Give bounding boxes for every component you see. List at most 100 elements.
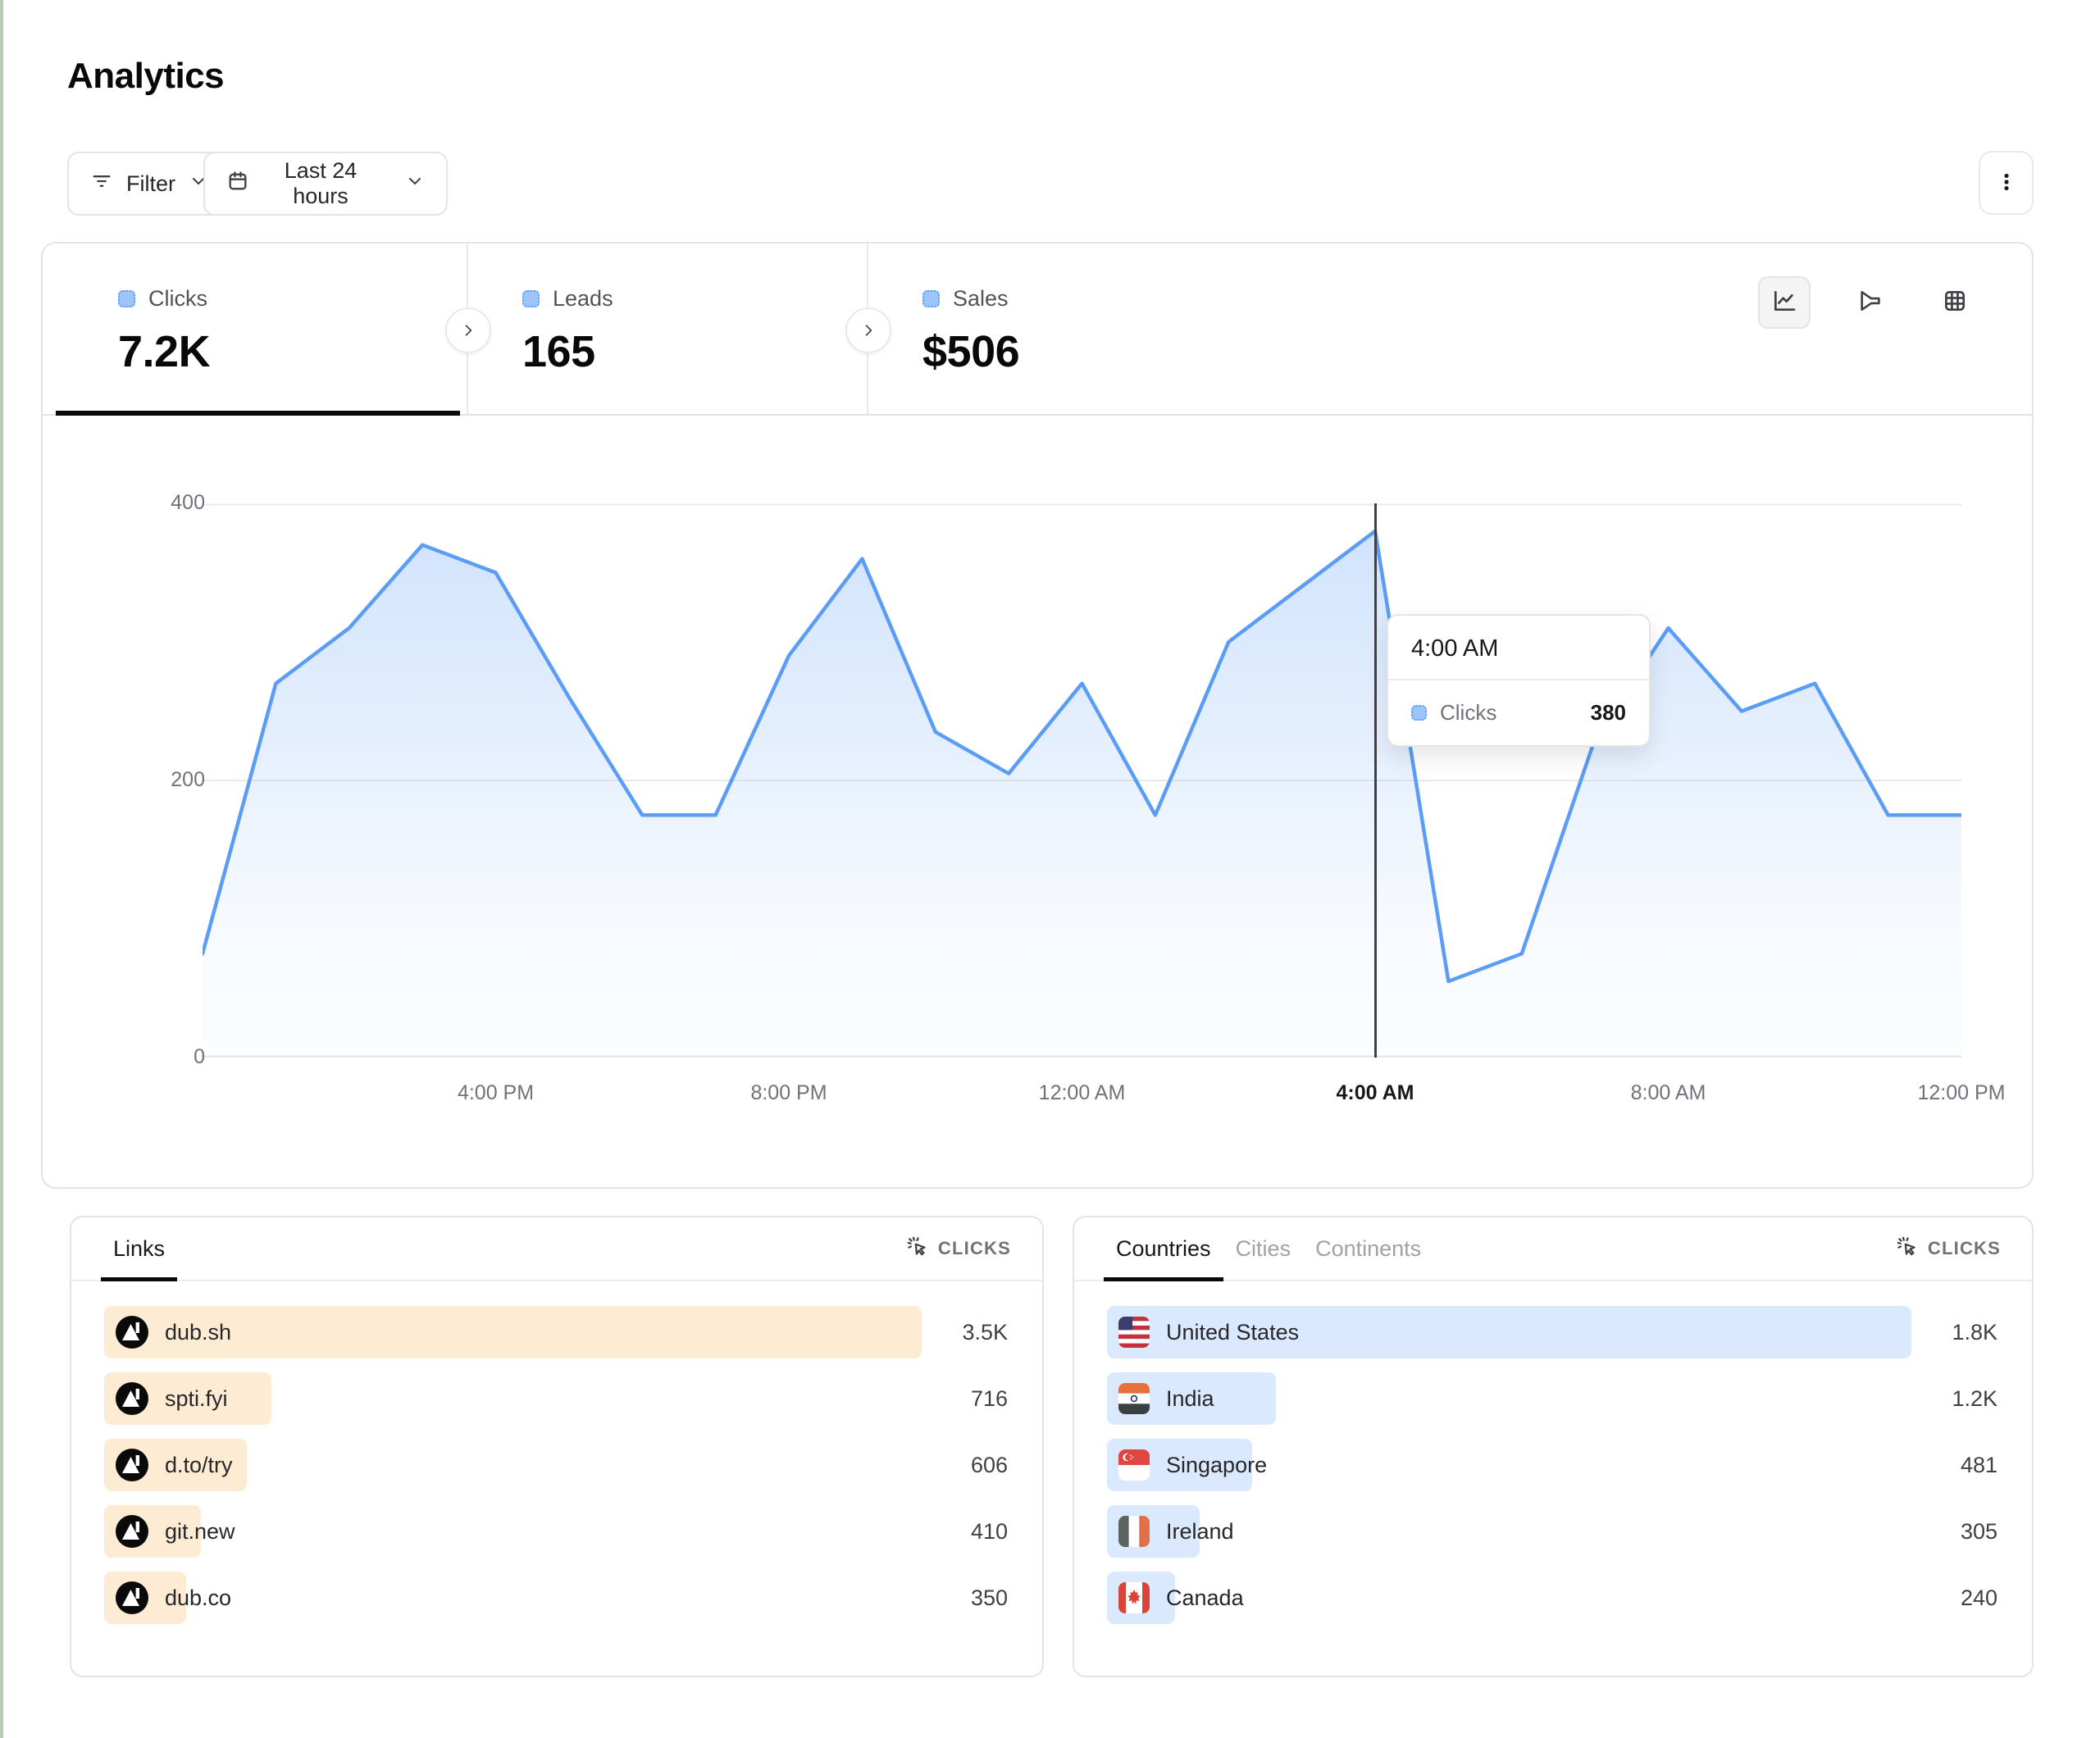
filter-icon [90, 170, 113, 198]
dub-logo-icon [116, 1515, 148, 1548]
link-clicks-value: 606 [970, 1452, 1008, 1477]
clicks-legend-chip [118, 290, 135, 307]
dub-logo-icon [116, 1316, 148, 1349]
tooltip-time: 4:00 AM [1411, 635, 1499, 662]
chevron-down-icon [189, 171, 208, 197]
dub-logo-icon [116, 1581, 148, 1614]
link-row[interactable]: dub.sh 3.5K [104, 1306, 1008, 1358]
links-list: dub.sh 3.5K spti.fyi 716 d.to/try 606 gi… [71, 1281, 1042, 1624]
country-clicks-value: 1.2K [1952, 1385, 1998, 1411]
sales-value: $506 [922, 327, 1020, 376]
links-panel: Links CLICKS dub.sh 3.5K spti.fyi 716 [70, 1216, 1044, 1677]
tooltip-value: 380 [1590, 700, 1626, 725]
calendar-icon [226, 170, 249, 198]
clicks-line [203, 529, 1961, 984]
link-clicks-value: 410 [970, 1518, 1008, 1544]
link-row[interactable]: git.new 410 [104, 1505, 1008, 1558]
x-tick-label: 12:00 AM [1038, 1081, 1126, 1104]
tab-countries[interactable]: Countries [1104, 1217, 1223, 1281]
filter-button-label: Filter [126, 171, 175, 196]
clicks-tab-label: Clicks [148, 286, 207, 311]
country-row[interactable]: United States 1.8K [1107, 1306, 1998, 1358]
country-clicks-value: 240 [1960, 1585, 1998, 1610]
table-view-button[interactable] [1929, 276, 1981, 329]
country-row[interactable]: Ireland 305 [1107, 1505, 1998, 1558]
date-range-label: Last 24 hours [284, 158, 358, 208]
singapore-flag-icon [1118, 1449, 1150, 1481]
stats-tabs-row: Clicks 7.2K Leads 165 Sales $506 [43, 243, 2032, 416]
country-clicks-value: 1.8K [1952, 1319, 1998, 1344]
links-panel-header: Links CLICKS [71, 1217, 1042, 1281]
country-label: India [1166, 1385, 1214, 1411]
analytics-card: Clicks 7.2K Leads 165 Sales $506 [41, 242, 2034, 1189]
cities-tab-label: Cities [1235, 1235, 1291, 1261]
countries-panel: Countries Cities Continents CLICKS Unite… [1073, 1216, 2034, 1677]
canada-flag-icon [1118, 1582, 1150, 1613]
expand-leads-button[interactable] [845, 307, 891, 353]
tab-clicks[interactable]: Clicks 7.2K [43, 243, 468, 416]
countries-tab-label: Countries [1116, 1235, 1211, 1261]
leads-value: 165 [522, 327, 595, 376]
chart-tooltip: 4:00 AM Clicks 380 [1387, 614, 1651, 747]
x-tick-label: 8:00 PM [750, 1081, 827, 1104]
expand-clicks-button[interactable] [445, 307, 491, 353]
country-label: Ireland [1166, 1518, 1234, 1544]
clicks-value: 7.2K [118, 327, 211, 376]
country-label: Canada [1166, 1585, 1244, 1610]
links-metric-selector[interactable]: CLICKS [906, 1235, 1011, 1263]
country-row[interactable]: India 1.2K [1107, 1372, 1998, 1425]
link-label: dub.sh [165, 1319, 232, 1344]
y-tick-label: 0 [194, 1045, 205, 1068]
page-title: Analytics [67, 56, 225, 96]
chevron-down-icon [405, 171, 425, 197]
tab-cities[interactable]: Cities [1223, 1217, 1304, 1280]
sales-tab-label: Sales [953, 286, 1009, 311]
tab-links[interactable]: Links [101, 1217, 178, 1281]
link-label: spti.fyi [165, 1385, 228, 1411]
link-label: git.new [165, 1518, 235, 1544]
link-clicks-value: 716 [970, 1385, 1008, 1411]
countries-panel-header: Countries Cities Continents CLICKS [1074, 1217, 2032, 1281]
chart-crosshair [1373, 503, 1377, 1058]
country-row[interactable]: Singapore 481 [1107, 1439, 1998, 1491]
link-clicks-value: 350 [970, 1585, 1008, 1610]
tab-continents[interactable]: Continents [1303, 1217, 1433, 1280]
leads-legend-chip [522, 290, 540, 307]
line-chart-view-button[interactable] [1758, 276, 1811, 329]
x-tick-label: 8:00 AM [1630, 1081, 1706, 1104]
tab-leads[interactable]: Leads 165 [468, 243, 868, 414]
funnel-icon [1856, 288, 1883, 318]
x-tick-label: 4:00 PM [457, 1081, 535, 1104]
table-grid-icon [1942, 288, 1968, 318]
cursor-click-icon [1896, 1235, 1918, 1263]
countries-metric-selector[interactable]: CLICKS [1896, 1235, 2001, 1263]
country-label: United States [1166, 1319, 1300, 1344]
sales-legend-chip [922, 290, 940, 307]
date-range-button[interactable]: Last 24 hours [203, 152, 448, 216]
india-flag-icon [1118, 1383, 1150, 1414]
more-options-button[interactable] [1979, 151, 2034, 215]
cursor-click-icon [906, 1235, 928, 1263]
countries-metric-label: CLICKS [1927, 1238, 2001, 1258]
clicks-time-series-chart[interactable] [203, 503, 1961, 1058]
link-row[interactable]: dub.co 350 [104, 1572, 1008, 1624]
x-tick-label: 4:00 AM [1336, 1081, 1414, 1104]
link-clicks-value: 3.5K [962, 1319, 1008, 1344]
kebab-menu-icon [1995, 171, 2018, 196]
line-chart-icon [1771, 288, 1797, 318]
tab-sales[interactable]: Sales $506 [868, 243, 2032, 414]
country-row[interactable]: Canada 240 [1107, 1572, 1998, 1624]
tooltip-series-label: Clicks [1440, 700, 1497, 725]
countries-list: United States 1.8K India 1.2K Singapore … [1074, 1281, 2032, 1624]
link-label: dub.co [165, 1585, 232, 1610]
link-label: d.to/try [165, 1452, 233, 1477]
active-tab-underline [56, 411, 460, 416]
x-tick-label: 12:00 PM [1917, 1081, 2006, 1104]
link-row[interactable]: d.to/try 606 [104, 1439, 1008, 1491]
country-clicks-value: 481 [1960, 1452, 1998, 1477]
page-edge-strip [0, 0, 3, 1738]
link-row[interactable]: spti.fyi 716 [104, 1372, 1008, 1425]
funnel-view-button[interactable] [1843, 276, 1896, 329]
links-tab-label: Links [113, 1235, 166, 1261]
y-tick-label: 400 [171, 491, 205, 514]
